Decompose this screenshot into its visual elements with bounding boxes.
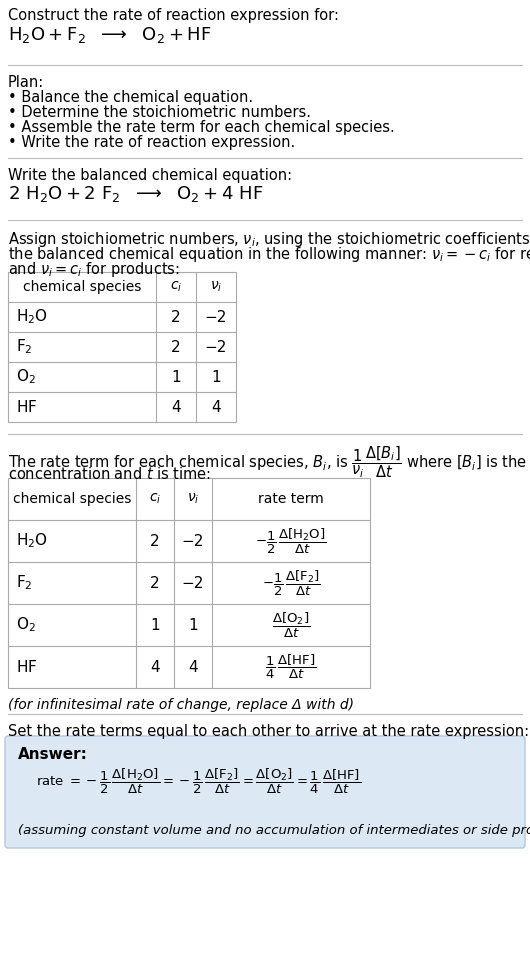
Bar bbox=[8, 478, 370, 688]
Text: $\mathrm{H_2O}$: $\mathrm{H_2O}$ bbox=[16, 532, 48, 550]
Text: −2: −2 bbox=[182, 576, 204, 590]
Text: $\mathrm{H_2O}$: $\mathrm{H_2O}$ bbox=[16, 307, 48, 326]
FancyBboxPatch shape bbox=[5, 736, 525, 848]
Text: 4: 4 bbox=[171, 399, 181, 415]
Text: The rate term for each chemical species, $B_i$, is $\dfrac{1}{\nu_i}\dfrac{\Delt: The rate term for each chemical species,… bbox=[8, 444, 530, 479]
Text: Plan:: Plan: bbox=[8, 75, 44, 90]
Text: $\nu_i$: $\nu_i$ bbox=[187, 492, 199, 507]
Text: 1: 1 bbox=[171, 370, 181, 385]
Text: • Balance the chemical equation.: • Balance the chemical equation. bbox=[8, 90, 253, 105]
Text: 4: 4 bbox=[150, 660, 160, 674]
Text: rate $= -\dfrac{1}{2}\,\dfrac{\Delta[\mathrm{H_2O}]}{\Delta t}= -\dfrac{1}{2}\,\: rate $= -\dfrac{1}{2}\,\dfrac{\Delta[\ma… bbox=[36, 767, 361, 796]
Text: −2: −2 bbox=[182, 534, 204, 549]
Text: and $\nu_i = c_i$ for products:: and $\nu_i = c_i$ for products: bbox=[8, 260, 180, 279]
Text: $\mathrm{HF}$: $\mathrm{HF}$ bbox=[16, 399, 37, 415]
Text: • Determine the stoichiometric numbers.: • Determine the stoichiometric numbers. bbox=[8, 105, 311, 120]
Text: $-\dfrac{1}{2}\,\dfrac{\Delta[\mathrm{H_2O}]}{\Delta t}$: $-\dfrac{1}{2}\,\dfrac{\Delta[\mathrm{H_… bbox=[255, 526, 327, 555]
Text: Construct the rate of reaction expression for:: Construct the rate of reaction expressio… bbox=[8, 8, 339, 23]
Text: $c_i$: $c_i$ bbox=[170, 280, 182, 294]
Text: $\nu_i$: $\nu_i$ bbox=[210, 280, 222, 294]
Text: 2: 2 bbox=[150, 534, 160, 549]
Text: 1: 1 bbox=[211, 370, 221, 385]
Text: $\dfrac{1}{4}\,\dfrac{\Delta[\mathrm{HF}]}{\Delta t}$: $\dfrac{1}{4}\,\dfrac{\Delta[\mathrm{HF}… bbox=[266, 653, 316, 681]
Text: chemical species: chemical species bbox=[13, 492, 131, 506]
Text: Assign stoichiometric numbers, $\nu_i$, using the stoichiometric coefficients, $: Assign stoichiometric numbers, $\nu_i$, … bbox=[8, 230, 530, 249]
Text: • Write the rate of reaction expression.: • Write the rate of reaction expression. bbox=[8, 135, 295, 150]
Text: 2: 2 bbox=[171, 340, 181, 354]
Text: $c_i$: $c_i$ bbox=[149, 492, 161, 507]
Text: concentration and $t$ is time:: concentration and $t$ is time: bbox=[8, 466, 211, 482]
Text: Write the balanced chemical equation:: Write the balanced chemical equation: bbox=[8, 168, 292, 183]
Text: (for infinitesimal rate of change, replace Δ with d): (for infinitesimal rate of change, repla… bbox=[8, 698, 354, 712]
Text: 1: 1 bbox=[188, 618, 198, 632]
Text: 1: 1 bbox=[150, 618, 160, 632]
Text: 4: 4 bbox=[211, 399, 221, 415]
Text: $\dfrac{\Delta[\mathrm{O_2}]}{\Delta t}$: $\dfrac{\Delta[\mathrm{O_2}]}{\Delta t}$ bbox=[272, 610, 310, 639]
Text: $-\dfrac{1}{2}\,\dfrac{\Delta[\mathrm{F_2}]}{\Delta t}$: $-\dfrac{1}{2}\,\dfrac{\Delta[\mathrm{F_… bbox=[262, 568, 320, 597]
Text: $\mathrm{F_2}$: $\mathrm{F_2}$ bbox=[16, 338, 33, 356]
Text: (assuming constant volume and no accumulation of intermediates or side products): (assuming constant volume and no accumul… bbox=[18, 824, 530, 837]
Text: $\mathrm{HF}$: $\mathrm{HF}$ bbox=[16, 659, 37, 675]
Text: rate term: rate term bbox=[258, 492, 324, 506]
Text: 4: 4 bbox=[188, 660, 198, 674]
Text: chemical species: chemical species bbox=[23, 280, 141, 294]
Bar bbox=[8, 272, 236, 422]
Text: $\mathrm{F_2}$: $\mathrm{F_2}$ bbox=[16, 574, 33, 592]
Text: • Assemble the rate term for each chemical species.: • Assemble the rate term for each chemic… bbox=[8, 120, 395, 135]
Text: the balanced chemical equation in the following manner: $\nu_i = -c_i$ for react: the balanced chemical equation in the fo… bbox=[8, 245, 530, 264]
Text: $\mathrm{O_2}$: $\mathrm{O_2}$ bbox=[16, 368, 36, 386]
Text: Answer:: Answer: bbox=[18, 747, 88, 762]
Text: $\mathrm{O_2}$: $\mathrm{O_2}$ bbox=[16, 616, 36, 634]
Text: $\mathrm{H_2O + F_2\ \ \longrightarrow\ \ O_2 + HF}$: $\mathrm{H_2O + F_2\ \ \longrightarrow\ … bbox=[8, 25, 211, 45]
Text: −2: −2 bbox=[205, 309, 227, 324]
Text: 2: 2 bbox=[171, 309, 181, 324]
Text: 2: 2 bbox=[150, 576, 160, 590]
Text: Set the rate terms equal to each other to arrive at the rate expression:: Set the rate terms equal to each other t… bbox=[8, 724, 529, 739]
Text: −2: −2 bbox=[205, 340, 227, 354]
Text: $\mathrm{2\ H_2O + 2\ F_2\ \ \longrightarrow\ \ O_2 + 4\ HF}$: $\mathrm{2\ H_2O + 2\ F_2\ \ \longrighta… bbox=[8, 184, 263, 204]
